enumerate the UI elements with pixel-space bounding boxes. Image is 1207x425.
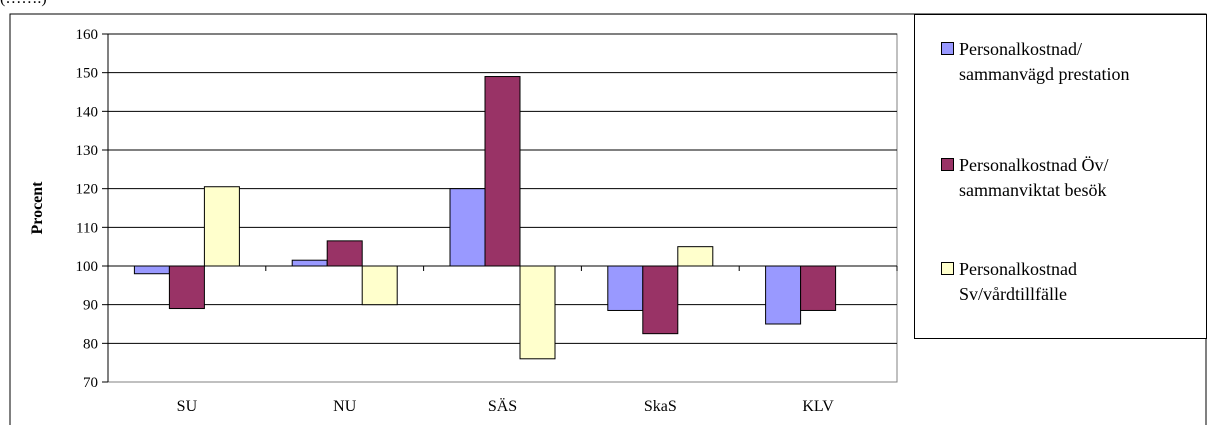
bar-SU-series-1 bbox=[133, 265, 170, 275]
y-tick-label-80: 80 bbox=[83, 336, 98, 352]
legend-label-series-2: Personalkostnad Öv/sammanviktat besök bbox=[959, 155, 1109, 200]
baseline-axis bbox=[107, 265, 898, 271]
y-tick-label-120: 120 bbox=[76, 182, 99, 198]
legend-swatch-series-3 bbox=[941, 262, 954, 275]
y-tick-label-140: 140 bbox=[76, 104, 99, 120]
bar-SkaS-series-2 bbox=[642, 265, 679, 335]
legend-swatch-series-2 bbox=[941, 158, 954, 171]
x-axis-labels: SU NU SÄS SkaS KLV bbox=[177, 397, 835, 415]
y-tick-label-160: 160 bbox=[76, 27, 99, 43]
bar-SÄS-series-2 bbox=[484, 76, 521, 267]
legend: Personalkostnad/sammanvägd prestation Pe… bbox=[914, 14, 1207, 339]
bar-SÄS-series-1 bbox=[449, 188, 486, 267]
x-tick-label-KLV: KLV bbox=[802, 398, 834, 415]
y-tick-label-100: 100 bbox=[76, 259, 99, 275]
legend-label-series-1: Personalkostnad/sammanvägd prestation bbox=[959, 39, 1130, 84]
bar-NU-series-3 bbox=[361, 265, 398, 306]
bars bbox=[133, 76, 837, 360]
y-axis: 70 80 90 100 110 120 130 140 150 160 bbox=[76, 27, 109, 391]
y-tick-label-150: 150 bbox=[76, 66, 99, 82]
x-tick-label-NU: NU bbox=[333, 398, 357, 415]
y-tick-label-130: 130 bbox=[76, 143, 99, 159]
y-tick-label-90: 90 bbox=[83, 298, 98, 314]
bar-NU-series-1 bbox=[291, 259, 328, 267]
bar-NU-series-2 bbox=[326, 240, 363, 267]
y-tick-label-70: 70 bbox=[83, 375, 98, 391]
x-tick-label-SÄS: SÄS bbox=[488, 397, 517, 415]
bar-SU-series-2 bbox=[168, 265, 205, 310]
x-tick-label-SU: SU bbox=[177, 398, 198, 415]
y-axis-title: Procent bbox=[29, 181, 46, 235]
bar-KLV-series-2 bbox=[800, 265, 837, 311]
legend-swatch-series-1 bbox=[941, 42, 954, 55]
bar-SU-series-3 bbox=[203, 186, 240, 267]
corner-text: (…….) bbox=[0, 0, 47, 8]
y-tick-label-110: 110 bbox=[76, 220, 98, 236]
bar-KLV-series-1 bbox=[765, 265, 802, 325]
legend-label-series-3: Personalkostnad Sv/vårdtillfälle bbox=[959, 259, 1077, 304]
bar-SÄS-series-3 bbox=[519, 265, 556, 360]
bar-SkaS-series-1 bbox=[607, 265, 644, 311]
x-tick-label-SkaS: SkaS bbox=[644, 398, 677, 415]
bar-SkaS-series-3 bbox=[677, 246, 714, 267]
